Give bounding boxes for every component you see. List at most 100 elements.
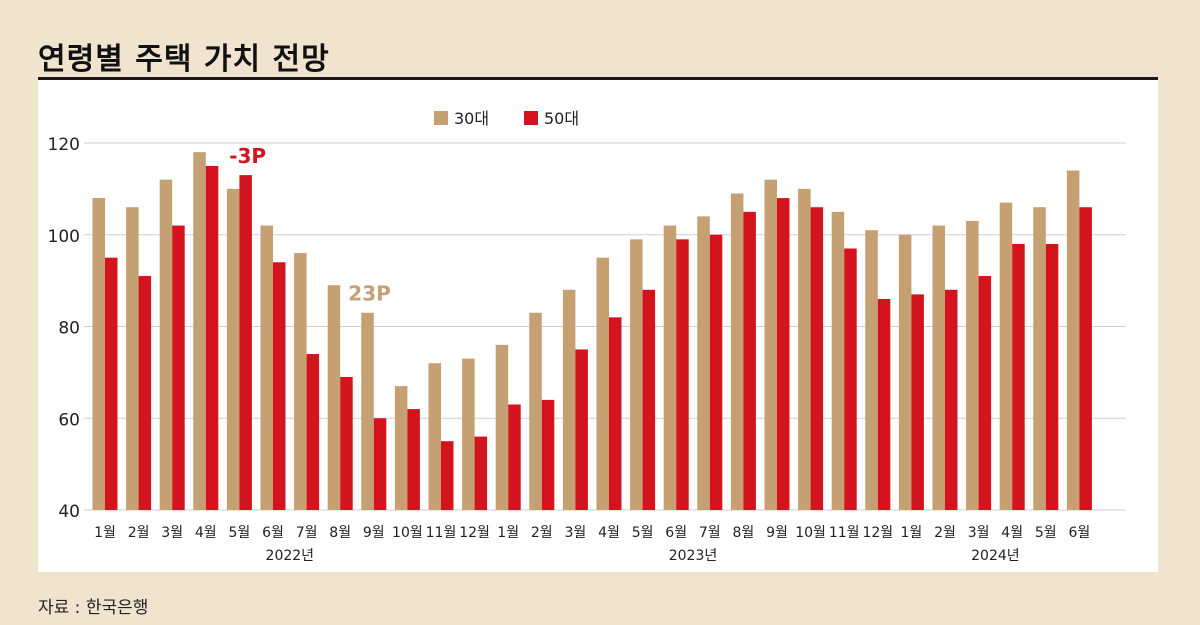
bar-50 <box>810 207 824 510</box>
bar-30 <box>361 312 374 510</box>
bar-50 <box>138 276 152 510</box>
x-tick-label: 2월 <box>128 525 150 541</box>
annotation-label: 23P <box>348 282 391 306</box>
bar-50 <box>777 198 790 511</box>
bar-30 <box>327 285 341 510</box>
x-tick-label: 4월 <box>1001 525 1023 541</box>
year-label: 2024년 <box>971 548 1020 564</box>
bar-30 <box>126 207 139 510</box>
x-tick-label: 10월 <box>392 525 423 541</box>
bar-30 <box>92 198 105 511</box>
bar-50 <box>273 262 286 510</box>
bar-30 <box>394 386 408 510</box>
x-tick-label: 1월 <box>94 525 116 541</box>
x-tick-label: 7월 <box>296 525 318 541</box>
x-tick-label: 7월 <box>699 525 721 541</box>
bar-50 <box>105 257 118 510</box>
bar-30 <box>562 289 576 510</box>
bar-30 <box>831 211 845 510</box>
bar-30 <box>798 188 811 510</box>
bar-30 <box>1066 170 1080 510</box>
bar-50 <box>709 234 723 510</box>
bar-30 <box>966 220 979 511</box>
legend-label-50: 50대 <box>544 109 579 128</box>
bar-30 <box>697 216 710 510</box>
bar-50 <box>945 289 958 510</box>
year-label: 2023년 <box>669 548 718 564</box>
x-tick-label: 4월 <box>598 525 620 541</box>
x-tick-label: 1월 <box>497 525 519 541</box>
x-tick-label: 3월 <box>565 525 587 541</box>
x-tick-label: 3월 <box>968 525 990 541</box>
bar-30 <box>596 257 609 510</box>
bar-50 <box>474 436 488 510</box>
y-tick-label: 40 <box>58 502 80 522</box>
x-tick-label: 2월 <box>531 525 553 541</box>
y-tick-label: 80 <box>58 319 80 339</box>
source-note: 자료 : 한국은행 <box>38 598 149 618</box>
bar-50 <box>642 289 656 510</box>
x-tick-label: 5월 <box>632 525 654 541</box>
x-tick-label: 2월 <box>934 525 956 541</box>
bar-50 <box>743 211 756 510</box>
bar-50 <box>1045 243 1059 511</box>
bar-30 <box>294 253 307 510</box>
bar-30 <box>428 363 441 510</box>
bar-30 <box>226 188 240 510</box>
x-tick-label: 4월 <box>195 525 217 541</box>
x-tick-label: 1월 <box>901 525 923 541</box>
legend-label-30: 30대 <box>454 109 489 128</box>
bars <box>92 152 1092 511</box>
bar-30 <box>529 312 542 510</box>
x-tick-label: 8월 <box>329 525 351 541</box>
x-tick-label: 12월 <box>862 525 893 541</box>
y-tick-label: 120 <box>48 135 80 155</box>
bar-30 <box>260 225 273 510</box>
bar-50 <box>1012 243 1025 511</box>
bar-50 <box>239 175 252 511</box>
x-tick-label: 9월 <box>766 525 788 541</box>
bar-30 <box>932 225 945 510</box>
title-rule <box>38 77 1158 80</box>
x-tick-label: 11월 <box>829 525 860 541</box>
bar-50 <box>541 399 555 510</box>
x-tick-label: 10월 <box>795 525 826 541</box>
bar-50 <box>676 239 689 510</box>
x-tick-label: 12월 <box>459 525 490 541</box>
bar-50 <box>844 248 857 510</box>
year-labels: 2022년 2023년 2024년 <box>266 548 1020 564</box>
x-tick-label: 5월 <box>229 525 251 541</box>
bar-30 <box>462 358 475 510</box>
bar-30 <box>193 152 206 511</box>
x-tick-label: 9월 <box>363 525 385 541</box>
page-title: 연령별 주택 가치 전망 <box>38 42 330 77</box>
bar-50 <box>877 298 891 510</box>
bar-50 <box>575 349 588 510</box>
bar-30 <box>865 230 878 510</box>
chart-panel: 40 60 80 100 120 1월 2월 3월 4월 5월 6월 7월 8월 9월 10월 11월 12월… <box>38 80 1158 572</box>
bar-50 <box>172 225 185 510</box>
x-tick-label: 6월 <box>262 525 284 541</box>
x-tick-label: 8월 <box>733 525 755 541</box>
bar-30 <box>730 193 744 510</box>
bar-50 <box>205 165 219 510</box>
bar-50 <box>609 317 622 510</box>
x-axis-labels: 1월 2월 3월 4월 5월 6월 7월 8월 9월 10월 11월 12월 1월 2월 3월 4월 5월 6월 7… <box>94 525 1090 541</box>
x-tick-label: 6월 <box>1069 525 1091 541</box>
annotations: -3P 23P <box>229 144 391 306</box>
bar-30 <box>764 179 777 510</box>
bar-50 <box>373 418 387 510</box>
bar-50 <box>441 441 454 510</box>
bar-30 <box>495 344 509 510</box>
annotation-label: -3P <box>229 144 266 168</box>
bar-50 <box>911 294 924 510</box>
bar-50 <box>407 409 420 510</box>
bar-50 <box>306 354 320 510</box>
bar-50 <box>340 376 353 510</box>
bar-30 <box>630 239 643 510</box>
bar-30 <box>1033 207 1046 510</box>
x-tick-label: 3월 <box>161 525 183 541</box>
bar-30 <box>898 234 912 510</box>
legend: 30대 50대 <box>434 109 579 128</box>
